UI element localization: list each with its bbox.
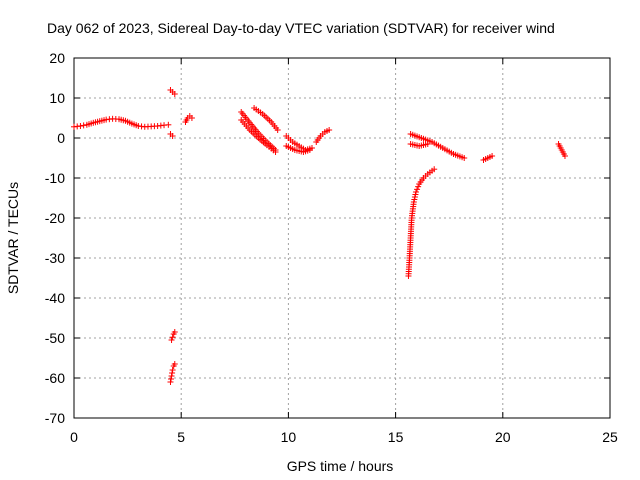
data-point <box>424 141 431 147</box>
data-point <box>489 153 496 159</box>
data-point <box>414 186 421 193</box>
x-tick-label: 5 <box>177 429 185 445</box>
data-points <box>71 87 568 385</box>
y-tick-label: -50 <box>45 330 65 346</box>
data-point <box>171 329 178 335</box>
data-point <box>168 337 175 343</box>
data-point <box>169 334 176 341</box>
grid-lines <box>74 58 610 418</box>
axis-ticks <box>73 57 611 419</box>
y-tick-labels: 20 10 0 -10 -20 -30 -40 -50 -60 -70 <box>45 50 65 426</box>
data-point <box>171 91 178 97</box>
x-tick-label: 10 <box>281 429 297 445</box>
data-point <box>306 147 313 153</box>
data-point <box>168 376 175 382</box>
plot-frame <box>73 57 611 419</box>
data-point <box>561 153 568 159</box>
x-tick-label: 20 <box>495 429 511 445</box>
x-tick-labels: 0 5 10 15 20 25 <box>70 429 618 445</box>
data-point <box>274 127 281 133</box>
y-tick-label: 20 <box>49 50 65 66</box>
x-axis-label: GPS time / hours <box>287 458 394 474</box>
y-tick-label: 0 <box>57 130 65 146</box>
data-point <box>431 166 438 173</box>
data-point <box>415 183 422 190</box>
data-point <box>272 149 279 155</box>
data-point <box>77 123 84 129</box>
chart-title: Day 062 of 2023, Sidereal Day-to-day VTE… <box>47 20 555 36</box>
data-point <box>169 367 176 373</box>
y-axis-label: SDTVAR / TECUs <box>5 182 21 294</box>
data-point <box>188 115 195 121</box>
data-point <box>167 379 174 385</box>
data-point <box>169 133 176 139</box>
y-tick-label: -20 <box>45 210 65 226</box>
data-point <box>169 370 176 376</box>
x-tick-label: 15 <box>388 429 404 445</box>
data-point <box>168 373 175 379</box>
data-point <box>165 121 172 128</box>
data-point <box>80 122 87 129</box>
x-tick-label: 0 <box>70 429 78 445</box>
y-tick-label: -30 <box>45 250 65 266</box>
data-point <box>412 189 419 195</box>
y-tick-label: -60 <box>45 370 65 386</box>
y-tick-label: -70 <box>45 410 65 426</box>
data-point <box>171 361 178 367</box>
y-tick-label: 10 <box>49 90 65 106</box>
data-point <box>326 127 333 133</box>
y-tick-label: -40 <box>45 290 65 306</box>
x-tick-label: 25 <box>602 429 618 445</box>
data-point <box>461 155 468 161</box>
y-tick-label: -10 <box>45 170 65 186</box>
